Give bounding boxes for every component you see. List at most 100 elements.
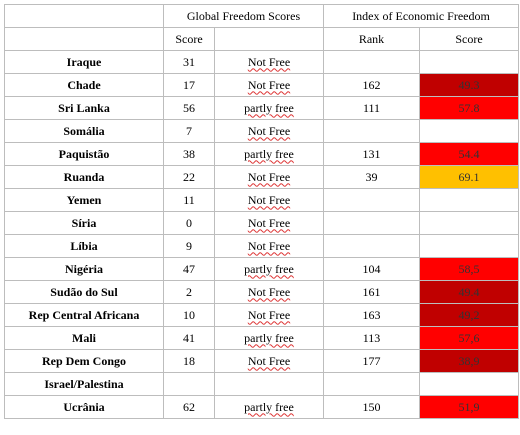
rank-cell: 161 xyxy=(323,280,420,304)
country-cell: Síria xyxy=(4,211,164,235)
econ-score-cell xyxy=(419,188,519,212)
rank-cell: 177 xyxy=(323,349,420,373)
table-row: Ruanda 22 Not Free 39 69.1 xyxy=(4,165,519,189)
econ-score-cell: 54.4 xyxy=(419,142,519,166)
status-label: Not Free xyxy=(247,307,291,322)
status-cell: Not Free xyxy=(214,211,324,235)
rank-cell xyxy=(323,188,420,212)
econ-score-cell: 49.4 xyxy=(419,280,519,304)
gf-score-cell: 62 xyxy=(163,395,215,419)
status-label: partly free xyxy=(244,146,294,161)
status-cell: Not Free xyxy=(214,119,324,143)
status-cell: partly free xyxy=(214,257,324,281)
table-row: Síria 0 Not Free xyxy=(4,211,519,235)
status-label: Not Free xyxy=(247,284,291,299)
global-freedom-header: Global Freedom Scores xyxy=(163,4,324,28)
table-row: Líbia 9 Not Free xyxy=(4,234,519,258)
econ-score-cell xyxy=(419,234,519,258)
country-cell: Israel/Palestina xyxy=(4,372,164,396)
econ-score-cell: 69.1 xyxy=(419,165,519,189)
gf-score-cell: 18 xyxy=(163,349,215,373)
gf-score-cell: 2 xyxy=(163,280,215,304)
country-cell: Nigéria xyxy=(4,257,164,281)
econ-score-cell xyxy=(419,372,519,396)
status-label: Not Free xyxy=(247,77,291,92)
status-label: Not Free xyxy=(247,353,291,368)
status-cell: partly free xyxy=(214,142,324,166)
status-label: partly free xyxy=(244,399,294,414)
status-label: Not Free xyxy=(247,169,291,184)
rank-header: Rank xyxy=(323,27,420,51)
status-cell: Not Free xyxy=(214,234,324,258)
rank-cell xyxy=(323,372,420,396)
status-label: partly free xyxy=(244,261,294,276)
gf-score-cell: 11 xyxy=(163,188,215,212)
rank-cell: 104 xyxy=(323,257,420,281)
country-cell: Yemen xyxy=(4,188,164,212)
table-row: Nigéria 47 partly free 104 58,5 xyxy=(4,257,519,281)
econ-score-cell: 57,6 xyxy=(419,326,519,350)
header-row-1: Global Freedom Scores Index of Economic … xyxy=(4,4,519,28)
table-row: Sri Lanka 56 partly free 111 57.8 xyxy=(4,96,519,120)
econ-score-cell: 58,5 xyxy=(419,257,519,281)
status-cell: Not Free xyxy=(214,73,324,97)
country-cell: Mali xyxy=(4,326,164,350)
status-label: Not Free xyxy=(247,192,291,207)
econ-score-cell xyxy=(419,211,519,235)
status-cell: Not Free xyxy=(214,303,324,327)
status-cell: Not Free xyxy=(214,349,324,373)
country-cell: Sri Lanka xyxy=(4,96,164,120)
country-cell: Ucrânia xyxy=(4,395,164,419)
status-cell: partly free xyxy=(214,96,324,120)
status-label: partly free xyxy=(244,330,294,345)
rank-cell: 39 xyxy=(323,165,420,189)
rank-cell xyxy=(323,50,420,74)
status-label: Not Free xyxy=(247,238,291,253)
rank-cell: 131 xyxy=(323,142,420,166)
status-cell: Not Free xyxy=(214,50,324,74)
status-cell: Not Free xyxy=(214,280,324,304)
gf-score-cell: 22 xyxy=(163,165,215,189)
econ-score-cell: 49,2 xyxy=(419,303,519,327)
empty-header-cell xyxy=(4,27,164,51)
gf-score-cell: 9 xyxy=(163,234,215,258)
table-row: Ucrânia 62 partly free 150 51,9 xyxy=(4,395,519,419)
table-row: Rep Dem Congo 18 Not Free 177 38,9 xyxy=(4,349,519,373)
gf-score-cell: 17 xyxy=(163,73,215,97)
gf-score-cell: 47 xyxy=(163,257,215,281)
status-label: Not Free xyxy=(247,215,291,230)
econ-score-cell xyxy=(419,50,519,74)
econ-score-header: Score xyxy=(419,27,519,51)
country-cell: Iraque xyxy=(4,50,164,74)
freedom-table-container: Global Freedom Scores Index of Economic … xyxy=(4,4,519,419)
header-row-2: Score Rank Score xyxy=(4,27,519,51)
freedom-table: Global Freedom Scores Index of Economic … xyxy=(4,4,519,419)
rank-cell: 163 xyxy=(323,303,420,327)
country-cell: Rep Central Africana xyxy=(4,303,164,327)
table-row: Rep Central Africana 10 Not Free 163 49,2 xyxy=(4,303,519,327)
table-row: Iraque 31 Not Free xyxy=(4,50,519,74)
gf-score-cell: 31 xyxy=(163,50,215,74)
econ-score-cell: 51,9 xyxy=(419,395,519,419)
country-cell: Rep Dem Congo xyxy=(4,349,164,373)
rank-cell: 113 xyxy=(323,326,420,350)
country-cell: Ruanda xyxy=(4,165,164,189)
table-row: Yemen 11 Not Free xyxy=(4,188,519,212)
rank-cell xyxy=(323,211,420,235)
status-cell: Not Free xyxy=(214,188,324,212)
table-row: Chade 17 Not Free 162 49.3 xyxy=(4,73,519,97)
econ-score-cell: 49.3 xyxy=(419,73,519,97)
economic-freedom-header: Index of Economic Freedom xyxy=(323,4,519,28)
table-row: Paquistão 38 partly free 131 54.4 xyxy=(4,142,519,166)
rank-cell xyxy=(323,119,420,143)
econ-score-cell: 38,9 xyxy=(419,349,519,373)
status-label: Not Free xyxy=(247,54,291,69)
country-cell: Líbia xyxy=(4,234,164,258)
rank-cell: 162 xyxy=(323,73,420,97)
gf-score-header: Score xyxy=(163,27,215,51)
empty-header-cell xyxy=(4,4,164,28)
gf-score-cell: 41 xyxy=(163,326,215,350)
gf-score-cell: 0 xyxy=(163,211,215,235)
rank-cell xyxy=(323,234,420,258)
econ-score-cell: 57.8 xyxy=(419,96,519,120)
